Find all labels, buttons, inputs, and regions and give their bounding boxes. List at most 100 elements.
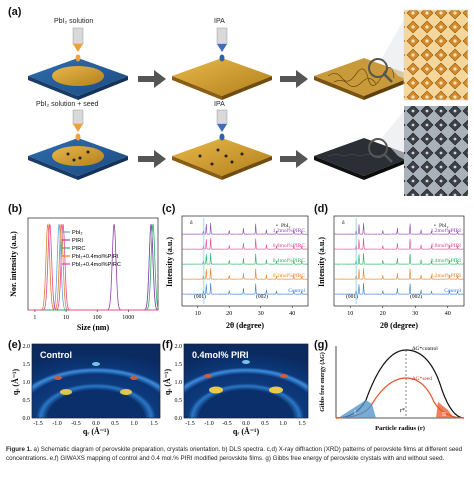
crystal-zoom-top (404, 10, 468, 100)
giwaxs-e-xtick-6: 1.5 (150, 421, 158, 427)
chart-d-peak-001: (001) (346, 293, 358, 300)
chart-b-xtick-0: 1 (33, 315, 36, 321)
substrate-top-1 (28, 58, 128, 100)
giwaxs-f-ytick-2: 1.0 (175, 380, 183, 386)
chart-c-legend-text: PbI₂ (281, 223, 291, 229)
chart-g-svg: ΔG*control ΔG*seed r* I II Gibbs free en… (314, 340, 470, 436)
chart-g-xlabel: Particle radius (r) (375, 425, 425, 432)
dropper-top-1 (73, 28, 83, 62)
giwaxs-e-xtick-0: -1.5 (33, 421, 43, 427)
chart-b-legend-0: PbI₂ (72, 230, 83, 236)
caption-text: a) Schematic diagram of perovskite prepa… (6, 446, 462, 462)
dropper-bottom-1 (73, 110, 83, 141)
caption-bold: Figure 1. (6, 446, 32, 453)
giwaxs-f-ytick-0: 0.0 (175, 416, 183, 422)
chart-d-xlabel: 2θ (degree) (380, 321, 418, 330)
chart_c-series-label-1: 0.8mol%PIRC (273, 243, 306, 249)
figure-caption: Figure 1. a) Schematic diagram of perovs… (6, 446, 468, 463)
chart_d-highlight-band (355, 218, 357, 304)
giwaxs-e-ytick-4: 2.0 (23, 344, 31, 350)
chart_c-xtick-2: 30 (258, 311, 264, 317)
chart_d-series-label-2: 0.4mol%PIRI (431, 258, 462, 264)
giwaxs-e-xtick-5: 1.0 (130, 421, 138, 427)
chart-b-legend-1: PIRI (72, 238, 83, 244)
giwaxs-f-label: 0.4mol% PIRI (192, 350, 249, 360)
chart-d-ylabel: Intensity (a.u.) (317, 237, 326, 287)
substrate-top-2 (172, 58, 272, 100)
giwaxs-e-svg: Control qₑ (Å⁻¹) qᵣ (Å⁻¹) 0.0 0.5 1.0 1.… (8, 340, 164, 436)
dropper-top-2 (217, 28, 227, 62)
crystal-zoom-bottom (404, 106, 468, 196)
dropper-bottom-2 (217, 110, 227, 141)
chart_c-highlight-band (203, 218, 205, 304)
panel-letter-a: (a) (8, 6, 21, 18)
giwaxs-f-ylabel: qₑ (Å⁻¹) (163, 369, 172, 396)
giwaxs-f-xtick-1: -1.0 (204, 421, 214, 427)
chart-g-label-control: ΔG*control (412, 346, 438, 352)
giwaxs-f-svg: 0.4mol% PIRI qₑ (Å⁻¹) qᵣ (Å⁻¹) 0.0 0.5 1… (162, 340, 312, 436)
arrow-bottom-2 (280, 150, 308, 168)
chart-b-ylabel: Nor. intensity (a.u.) (9, 231, 18, 297)
chart-c-peak-001: (001) (194, 293, 206, 300)
giwaxs-f-ytick-3: 1.5 (175, 362, 183, 368)
chart-g-label-II: II (442, 412, 446, 418)
chart-g-label-I: I (354, 410, 356, 416)
giwaxs-f-ytick-1: 0.5 (175, 398, 183, 404)
giwaxs-e-ytick-3: 1.5 (23, 362, 31, 368)
chart-c-delta: δ (190, 220, 193, 226)
arrow-bottom-1 (138, 150, 166, 168)
giwaxs-f-xtick-3: 0.0 (242, 421, 250, 427)
schematic-illustration: PbI₂ solution IPA (28, 6, 468, 198)
giwaxs-f-ytick-4: 2.0 (175, 344, 183, 350)
chart-g: ΔG*control ΔG*seed r* I II Gibbs free en… (314, 340, 470, 436)
chart-b-svg: 1 10 100 1000 Size (nm) Nor. intensity (a.u… (8, 214, 164, 334)
chart_c-series-label-2: 0.4mol%PIRC (273, 258, 306, 264)
chart_c-series-label-3: 0.2mol%PIRC (273, 273, 306, 279)
chart-b-xtick-1: 10 (63, 315, 69, 321)
chart-b-legend-4: PbI₂+0.4mol%PIRC (72, 262, 121, 268)
arrow-top-2 (280, 70, 308, 88)
chart-c-xlabel: 2θ (degree) (226, 321, 264, 330)
chart-b: 1 10 100 1000 Size (nm) Nor. intensity (a.u… (8, 214, 164, 334)
chart_c-xtick-0: 10 (195, 311, 201, 317)
substrate-bottom-1 (28, 138, 128, 180)
chart-d-svg: 1.2mol%PIRI 0.8mol%PIRI 0.4mol%PIRI 0.2mol%… (314, 212, 470, 334)
giwaxs-e-label: Control (40, 350, 72, 360)
giwaxs-e-ytick-2: 1.0 (23, 380, 31, 386)
giwaxs-e-ytick-1: 0.5 (23, 398, 31, 404)
giwaxs-f-xtick-5: 1.0 (279, 421, 287, 427)
arrow-top-1 (138, 70, 166, 88)
giwaxs-f: 0.4mol% PIRI qₑ (Å⁻¹) qᵣ (Å⁻¹) 0.0 0.5 1… (162, 340, 312, 436)
chart-c-svg: 1.2mol%PIRC 0.8mol%PIRC 0.4mol%PIRC 0.2mol%… (162, 212, 312, 334)
chart-c-legend-marker: • (276, 223, 278, 229)
label-ipa-bottom: IPA (214, 101, 225, 108)
chart-d-legend-marker: • (434, 223, 436, 229)
schematic-panel: PbI₂ solution IPA (28, 6, 468, 198)
label-pbi2-solution: PbI₂ solution (54, 18, 93, 25)
chart-g-ylabel: Gibbs free energy (ΔG) (319, 352, 326, 411)
chart-g-label-r: r* (400, 408, 405, 414)
chart_d-xtick-2: 30 (412, 311, 418, 317)
chart-c-peak-002: (002) (256, 293, 268, 300)
chart-c: 1.2mol%PIRC 0.8mol%PIRC 0.4mol%PIRC 0.2mol%… (162, 212, 312, 334)
chart-b-legend-2: PIRC (72, 246, 85, 252)
chart-g-region-I (338, 400, 376, 418)
chart-d-delta: δ (342, 220, 345, 226)
chart-b-legend-3: PbI₂+0.4mol%PIRI (72, 254, 119, 260)
chart-d-peak-002: (002) (410, 293, 422, 300)
chart_c-xtick-1: 20 (226, 311, 232, 317)
giwaxs-e-ylabel: qₑ (Å⁻¹) (11, 369, 20, 396)
label-ipa-top: IPA (214, 18, 225, 25)
giwaxs-e-xtick-2: -0.5 (71, 421, 81, 427)
chart-b-xtick-2: 100 (93, 315, 102, 321)
giwaxs-f-xtick-4: 0.5 (261, 421, 269, 427)
chart-d: 1.2mol%PIRI 0.8mol%PIRI 0.4mol%PIRI 0.2mol%… (314, 212, 470, 334)
giwaxs-e-xtick-4: 0.5 (111, 421, 119, 427)
chart_d-series-label-4: Control (444, 288, 461, 294)
chart-c-ylabel: Intensity (a.u.) (165, 237, 174, 287)
chart_c-xtick-3: 40 (289, 311, 295, 317)
giwaxs-f-xlabel: qᵣ (Å⁻¹) (233, 427, 260, 436)
chart_c-series-label-4: Control (288, 288, 305, 294)
giwaxs-e-ytick-0: 0.0 (23, 416, 31, 422)
giwaxs-e-xtick-3: 0.0 (92, 421, 100, 427)
